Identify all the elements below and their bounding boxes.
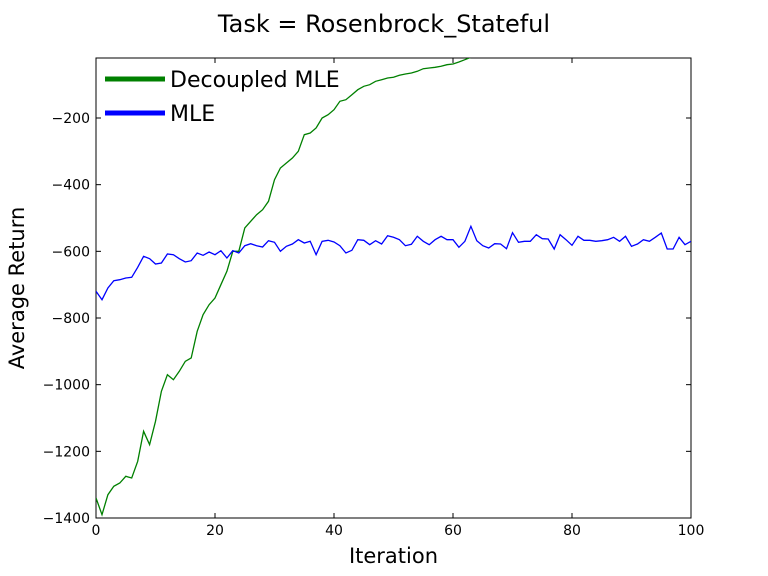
y-tick-label: −1400 [43,511,90,527]
legend-label-decoupled-mle: Decoupled MLE [170,68,340,93]
x-tick-label: 100 [678,523,705,539]
y-tick-label: −200 [52,111,90,127]
legend: Decoupled MLE MLE [105,68,340,127]
x-tick-label: 80 [563,523,581,539]
y-tick-label: −600 [52,244,90,260]
x-tick-label: 60 [444,523,462,539]
y-tick-label: −400 [52,178,90,194]
x-axis-label: Iteration [349,544,438,568]
x-tick-label: 40 [325,523,343,539]
x-tick-label: 20 [206,523,224,539]
chart-title: Task = Rosenbrock_Stateful [217,10,550,38]
plot-area [95,57,692,519]
legend-label-mle: MLE [170,102,215,127]
y-tick-label: −1200 [43,444,90,460]
y-tick-label: −800 [52,311,90,327]
series-line-decoupled-mle [96,58,471,517]
y-axis-ticks: −200 −400 −600 −800 −1000 −1200 −1400 [43,111,691,527]
y-axis-label: Average Return [5,207,29,370]
series-lines [96,58,691,517]
series-line-mle [96,224,691,301]
x-tick-label: 0 [92,523,101,539]
y-tick-label: −1000 [43,378,90,394]
x-axis-ticks: 0 20 40 60 80 100 [92,58,705,539]
